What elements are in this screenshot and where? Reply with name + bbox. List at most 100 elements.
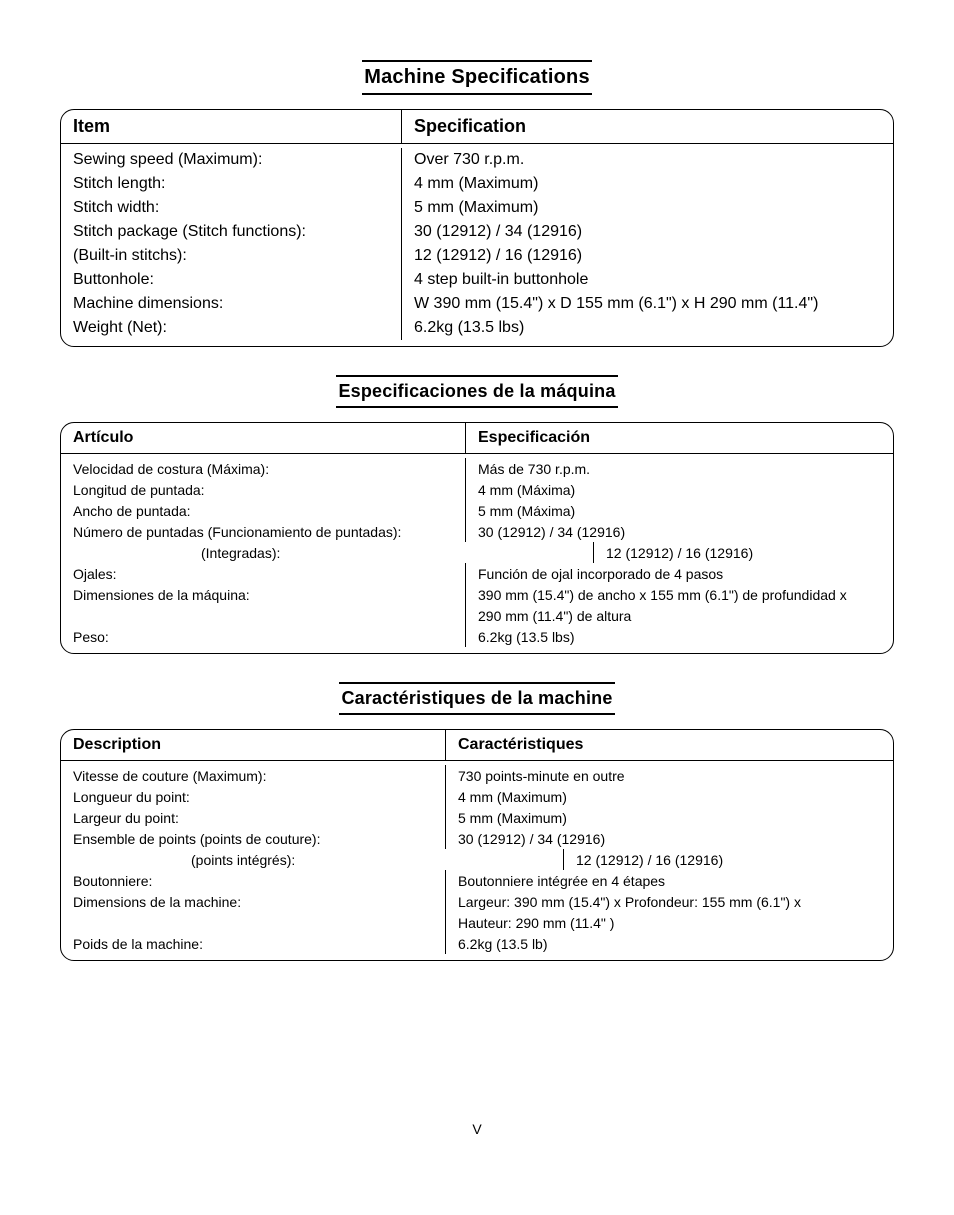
cell-item: Peso: [61,626,466,647]
cell-spec: 6.2kg (13.5 lbs) [402,316,893,340]
table-row: Buttonhole:4 step built-in buttonhole [61,268,893,292]
page: Machine Specifications Item Specificatio… [0,0,954,1177]
table-row: (Integradas):12 (12912) / 16 (12916) [61,542,893,563]
section-fr: Caractéristiques de la machine Descripti… [60,682,894,961]
title-wrap: Especificaciones de la máquina [60,375,894,408]
cell-spec: Boutonniere intégrée en 4 étapes [446,870,893,891]
section-title: Caractéristiques de la machine [339,682,614,715]
cell-spec: 30 (12912) / 34 (12916) [402,220,893,244]
cell-item: Stitch width: [61,196,402,220]
cell-spec: 30 (12912) / 34 (12916) [446,828,893,849]
table-row: Sewing speed (Maximum):Over 730 r.p.m. [61,148,893,172]
table-row: Velocidad de costura (Máxima):Más de 730… [61,458,893,479]
table-row: Longitud de puntada:4 mm (Máxima) [61,479,893,500]
table-row: Dimensiones de la máquina:390 mm (15.4")… [61,584,893,605]
cell-item: Stitch length: [61,172,402,196]
cell-spec: 4 mm (Maximum) [446,786,893,807]
cell-item: (Integradas): [61,542,594,563]
cell-item: Largeur du point: [61,807,446,828]
table-body: Velocidad de costura (Máxima):Más de 730… [61,454,893,653]
cell-spec: Más de 730 r.p.m. [466,458,893,479]
spec-table: Description Caractéristiques Vitesse de … [60,729,894,961]
table-row: Ojales:Función de ojal incorporado de 4 … [61,563,893,584]
table-body: Vitesse de couture (Maximum):730 points-… [61,761,893,960]
cell-spec: 390 mm (15.4") de ancho x 155 mm (6.1") … [466,584,893,605]
table-row: Vitesse de couture (Maximum):730 points-… [61,765,893,786]
table-row: Machine dimensions:W 390 mm (15.4") x D … [61,292,893,316]
header-spec: Caractéristiques [446,730,893,760]
cell-spec: Función de ojal incorporado de 4 pasos [466,563,893,584]
cell-spec: 12 (12912) / 16 (12916) [564,849,893,870]
title-wrap: Machine Specifications [60,60,894,95]
title-wrap: Caractéristiques de la machine [60,682,894,715]
cell-spec: 730 points-minute en outre [446,765,893,786]
cell-item: Vitesse de couture (Maximum): [61,765,446,786]
cell-item: Stitch package (Stitch functions): [61,220,402,244]
table-header: Artículo Especificación [61,423,893,454]
table-row: Longueur du point:4 mm (Maximum) [61,786,893,807]
cell-item: (points intégrés): [61,849,564,870]
cell-item: Boutonniere: [61,870,446,891]
table-row: Hauteur: 290 mm (11.4" ) [61,912,893,933]
cell-spec: Over 730 r.p.m. [402,148,893,172]
cell-item: Sewing speed (Maximum): [61,148,402,172]
cell-item: Machine dimensions: [61,292,402,316]
cell-spec: 30 (12912) / 34 (12916) [466,521,893,542]
cell-spec: 5 mm (Máxima) [466,500,893,521]
table-row: Número de puntadas (Funcionamiento de pu… [61,521,893,542]
table-body: Sewing speed (Maximum):Over 730 r.p.m.St… [61,144,893,346]
header-spec: Specification [402,110,893,143]
table-row: Largeur du point:5 mm (Maximum) [61,807,893,828]
cell-spec: 5 mm (Maximum) [402,196,893,220]
table-row: Boutonniere:Boutonniere intégrée en 4 ét… [61,870,893,891]
header-item: Item [61,110,402,143]
cell-item: Número de puntadas (Funcionamiento de pu… [61,521,466,542]
cell-item: Velocidad de costura (Máxima): [61,458,466,479]
cell-spec: W 390 mm (15.4") x D 155 mm (6.1") x H 2… [402,292,893,316]
cell-item: Ancho de puntada: [61,500,466,521]
section-es: Especificaciones de la máquina Artículo … [60,375,894,654]
cell-spec: 4 step built-in buttonhole [402,268,893,292]
section-title: Machine Specifications [362,60,592,95]
table-row: Stitch package (Stitch functions):30 (12… [61,220,893,244]
table-header: Item Specification [61,110,893,144]
cell-item: Poids de la machine: [61,933,446,954]
cell-spec: 12 (12912) / 16 (12916) [594,542,893,563]
cell-spec: 4 mm (Máxima) [466,479,893,500]
table-row: Dimensions de la machine:Largeur: 390 mm… [61,891,893,912]
header-item: Artículo [61,423,466,453]
table-row: Stitch length:4 mm (Maximum) [61,172,893,196]
section-title: Especificaciones de la máquina [336,375,617,408]
cell-item: Buttonhole: [61,268,402,292]
table-row: (Built-in stitchs):12 (12912) / 16 (1291… [61,244,893,268]
cell-spec: 12 (12912) / 16 (12916) [402,244,893,268]
cell-spec: Hauteur: 290 mm (11.4" ) [446,912,893,933]
table-row: (points intégrés):12 (12912) / 16 (12916… [61,849,893,870]
cell-item: Dimensiones de la máquina: [61,584,466,605]
page-number: V [60,1121,894,1137]
header-item: Description [61,730,446,760]
cell-spec: 4 mm (Maximum) [402,172,893,196]
cell-item [61,605,466,626]
cell-item: Longitud de puntada: [61,479,466,500]
cell-item [61,912,446,933]
table-row: Poids de la machine:6.2kg (13.5 lb) [61,933,893,954]
cell-spec: 6.2kg (13.5 lbs) [466,626,893,647]
cell-item: Longueur du point: [61,786,446,807]
cell-spec: Largeur: 390 mm (15.4") x Profondeur: 15… [446,891,893,912]
cell-spec: 5 mm (Maximum) [446,807,893,828]
table-header: Description Caractéristiques [61,730,893,761]
spec-table: Item Specification Sewing speed (Maximum… [60,109,894,347]
table-row: Ensemble de points (points de couture):3… [61,828,893,849]
cell-item: Dimensions de la machine: [61,891,446,912]
cell-item: (Built-in stitchs): [61,244,402,268]
cell-item: Weight (Net): [61,316,402,340]
table-row: 290 mm (11.4") de altura [61,605,893,626]
cell-item: Ojales: [61,563,466,584]
cell-spec: 6.2kg (13.5 lb) [446,933,893,954]
table-row: Weight (Net):6.2kg (13.5 lbs) [61,316,893,340]
cell-item: Ensemble de points (points de couture): [61,828,446,849]
spec-table: Artículo Especificación Velocidad de cos… [60,422,894,654]
table-row: Stitch width:5 mm (Maximum) [61,196,893,220]
cell-spec: 290 mm (11.4") de altura [466,605,893,626]
